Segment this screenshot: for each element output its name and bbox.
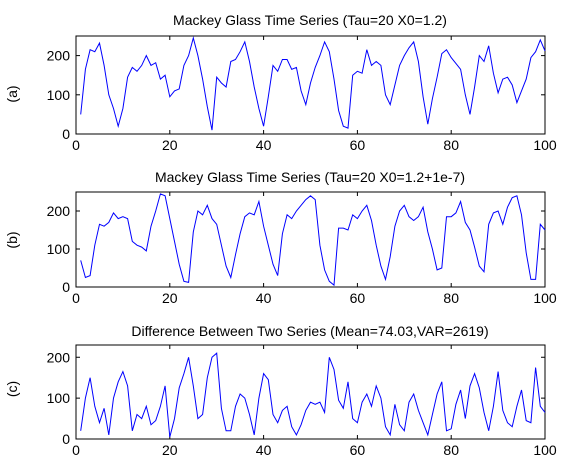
- y-tick-label-b: 200: [47, 203, 71, 219]
- y-tick-label-b: 0: [62, 279, 70, 295]
- series-line-a: [80, 36, 546, 131]
- x-tick-label-a: 20: [162, 137, 178, 153]
- axes-frame-b: [75, 191, 546, 288]
- x-tick-label-b: 20: [162, 290, 178, 306]
- x-tick-label-b: 0: [72, 290, 80, 306]
- title-c: Difference Between Two Series (Mean=74.0…: [131, 323, 488, 339]
- ylabel-b: (b): [4, 231, 20, 248]
- series-line-c: [80, 352, 546, 438]
- subplot-a: Mackey Glass Time Series (Tau=20 X0=1.2)…: [4, 12, 557, 153]
- y-tick-label-a: 0: [62, 126, 70, 142]
- ylabel-a: (a): [4, 85, 20, 102]
- x-tick-label-c: 40: [256, 442, 272, 458]
- subplot-b: Mackey Glass Time Series (Tau=20 X0=1.2+…: [4, 169, 557, 306]
- x-tick-label-c: 0: [72, 442, 80, 458]
- y-tick-label-b: 100: [47, 241, 71, 257]
- y-tick-label-c: 200: [47, 349, 71, 365]
- x-tick-label-a: 0: [72, 137, 80, 153]
- x-tick-label-b: 100: [533, 290, 557, 306]
- axes-frame-c: [75, 344, 546, 440]
- x-tick-label-b: 40: [256, 290, 272, 306]
- x-tick-label-a: 80: [443, 137, 459, 153]
- title-a: Mackey Glass Time Series (Tau=20 X0=1.2): [173, 12, 447, 28]
- series-line-b: [80, 193, 546, 287]
- x-tick-label-c: 100: [533, 442, 557, 458]
- ticks-a: 0 20 40 60 80 100 0 100 200: [47, 36, 557, 153]
- x-tick-label-b: 60: [350, 290, 366, 306]
- x-tick-label-a: 100: [533, 137, 557, 153]
- x-tick-label-c: 80: [443, 442, 459, 458]
- subplot-c: Difference Between Two Series (Mean=74.0…: [4, 323, 557, 458]
- x-tick-label-c: 20: [162, 442, 178, 458]
- ticks-b: 0 20 40 60 80 100 0 100 200: [47, 192, 557, 306]
- y-tick-label-c: 100: [47, 390, 71, 406]
- x-tick-label-a: 40: [256, 137, 272, 153]
- y-tick-label-c: 0: [62, 431, 70, 447]
- y-tick-label-a: 200: [47, 48, 71, 64]
- y-tick-label-a: 100: [47, 87, 71, 103]
- x-tick-label-a: 60: [350, 137, 366, 153]
- x-tick-label-b: 80: [443, 290, 459, 306]
- title-b: Mackey Glass Time Series (Tau=20 X0=1.2+…: [155, 169, 465, 185]
- x-tick-label-c: 60: [350, 442, 366, 458]
- ylabel-c: (c): [4, 381, 20, 397]
- ticks-c: 0 20 40 60 80 100 0 100 200: [47, 345, 557, 458]
